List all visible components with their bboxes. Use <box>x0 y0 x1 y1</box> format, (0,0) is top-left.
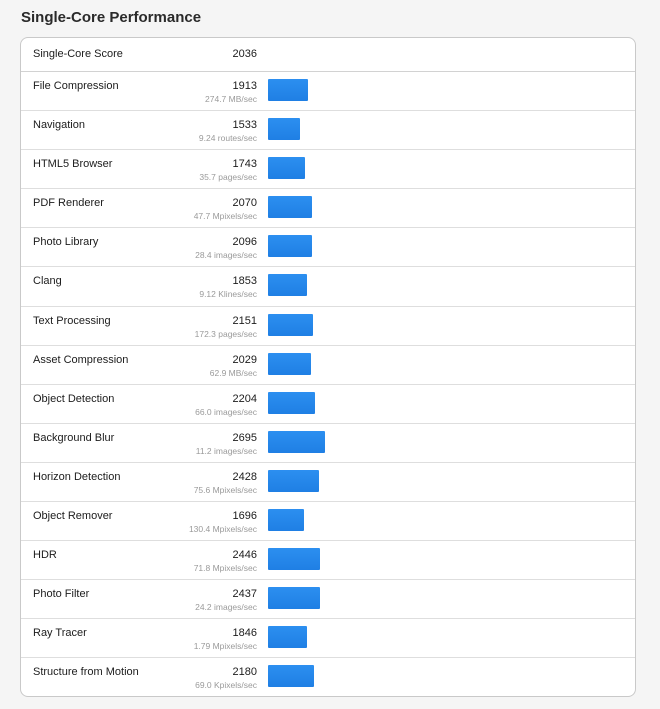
workload-row: File Compression 1913 274.7 MB/sec <box>21 72 635 112</box>
workload-rate: 47.7 Mpixels/sec <box>193 211 257 222</box>
summary-label: Single-Core Score <box>33 48 123 60</box>
workload-rate: 69.0 Kpixels/sec <box>195 680 257 691</box>
workload-rate: 28.4 images/sec <box>195 250 257 261</box>
workload-rate: 11.2 images/sec <box>195 445 257 456</box>
workload-score-bar <box>268 469 319 492</box>
workload-name: Ray Tracer <box>33 627 87 640</box>
workload-rate: 35.7 pages/sec <box>199 172 257 183</box>
workload-rate: 75.6 Mpixels/sec <box>193 484 257 495</box>
workload-score: 1853 <box>232 275 257 288</box>
workload-score-bar <box>268 626 307 649</box>
page-title: Single-Core Performance <box>21 9 202 26</box>
workload-score: 2180 <box>232 666 257 679</box>
workload-score-bar <box>268 196 312 219</box>
workload-name: Horizon Detection <box>33 470 121 483</box>
workload-name: Text Processing <box>33 314 111 327</box>
workload-score: 2204 <box>232 392 257 405</box>
workload-row: Text Processing 2151 172.3 pages/sec <box>21 307 635 346</box>
workload-row: Photo Filter 2437 24.2 images/sec <box>21 580 635 620</box>
workload-score: 1846 <box>232 627 257 640</box>
workload-score: 1533 <box>232 119 257 132</box>
workload-row: Object Detection 2204 66.0 images/sec <box>21 385 635 424</box>
workload-rate: 274.7 MB/sec <box>205 94 257 104</box>
workload-row: Navigation 1533 9.24 routes/sec <box>21 111 635 151</box>
workload-name: Object Remover <box>33 510 113 523</box>
workload-score: 1743 <box>232 158 257 171</box>
workload-name: HDR <box>33 549 57 562</box>
workload-name: Photo Library <box>33 236 99 249</box>
workload-row: Background Blur 2695 11.2 images/sec <box>21 424 635 463</box>
workload-score-bar <box>268 79 308 101</box>
workload-score: 1913 <box>232 80 257 92</box>
workload-score: 2029 <box>232 353 257 366</box>
workload-score-bar <box>268 587 320 610</box>
workload-score-bar <box>268 313 313 336</box>
workload-score: 2437 <box>232 588 257 601</box>
workload-name: HTML5 Browser <box>33 158 113 171</box>
workload-row: Object Remover 1696 130.4 Mpixels/sec <box>21 502 635 542</box>
workload-score-bar <box>268 665 314 688</box>
workload-name: File Compression <box>33 80 119 92</box>
workload-row: Structure from Motion 2180 69.0 Kpixels/se… <box>21 658 635 696</box>
workload-row: Asset Compression 2029 62.9 MB/sec <box>21 346 635 385</box>
workload-score-bar <box>268 391 315 414</box>
summary-score: 2036 <box>232 48 257 60</box>
workload-name: PDF Renderer <box>33 197 104 210</box>
summary-row: Single-Core Score 2036 <box>21 38 635 72</box>
workload-name: Photo Filter <box>33 588 90 601</box>
workload-rate: 24.2 images/sec <box>195 602 257 613</box>
workload-name: Clang <box>33 275 62 288</box>
workload-score: 2695 <box>232 431 257 444</box>
workload-name: Navigation <box>33 119 85 132</box>
workload-name: Background Blur <box>33 431 115 444</box>
results-panel: Single-Core Score 2036 File Compression 1… <box>20 37 636 697</box>
workload-score: 2096 <box>232 236 257 249</box>
workload-score: 2070 <box>232 197 257 210</box>
workload-row: Photo Library 2096 28.4 images/sec <box>21 228 635 268</box>
workload-score-bar <box>268 548 320 571</box>
workload-name: Structure from Motion <box>33 666 139 679</box>
workload-rate: 130.4 Mpixels/sec <box>188 524 257 535</box>
workload-row: Clang 1853 9.12 Klines/sec <box>21 267 635 307</box>
workload-score-bar <box>268 430 325 453</box>
workload-row: Horizon Detection 2428 75.6 Mpixels/sec <box>21 463 635 503</box>
workload-rate: 9.24 routes/sec <box>198 133 257 144</box>
workload-rate: 9.12 Klines/sec <box>199 289 257 300</box>
workload-row: PDF Renderer 2070 47.7 Mpixels/sec <box>21 189 635 229</box>
workload-list: File Compression 1913 274.7 MB/sec Navigati… <box>21 72 635 696</box>
workload-score: 2446 <box>232 549 257 562</box>
workload-rate: 172.3 pages/sec <box>194 328 257 339</box>
workload-score-bar <box>268 157 305 180</box>
workload-score-bar <box>268 352 311 375</box>
workload-row: Ray Tracer 1846 1.79 Mpixels/sec <box>21 619 635 659</box>
workload-row: HTML5 Browser 1743 35.7 pages/sec <box>21 150 635 190</box>
workload-name: Asset Compression <box>33 353 129 366</box>
workload-score: 2151 <box>232 314 257 327</box>
workload-row: HDR 2446 71.8 Mpixels/sec <box>21 541 635 581</box>
workload-score-bar <box>268 118 300 141</box>
workload-rate: 1.79 Mpixels/sec <box>193 641 257 652</box>
workload-score-bar <box>268 235 312 258</box>
workload-rate: 62.9 MB/sec <box>209 367 257 378</box>
workload-score-bar <box>268 509 304 532</box>
workload-rate: 71.8 Mpixels/sec <box>193 563 257 574</box>
workload-rate: 66.0 images/sec <box>195 406 257 417</box>
workload-score: 2428 <box>232 470 257 483</box>
workload-name: Object Detection <box>33 392 115 405</box>
workload-score: 1696 <box>232 510 257 523</box>
workload-score-bar <box>268 274 307 297</box>
